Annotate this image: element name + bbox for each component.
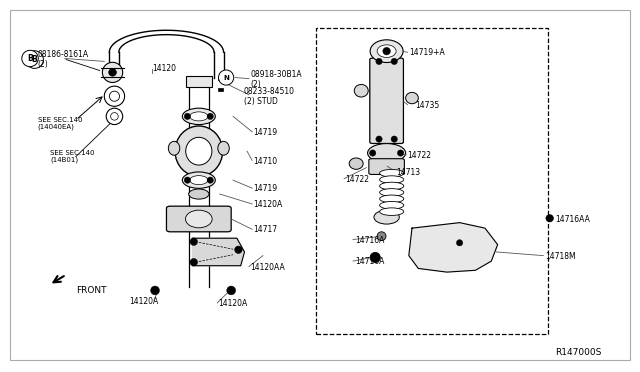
Text: 08918-30B1A
(2): 08918-30B1A (2) [250, 70, 302, 89]
Ellipse shape [189, 176, 208, 185]
Ellipse shape [218, 70, 234, 85]
Ellipse shape [182, 172, 215, 188]
Ellipse shape [380, 189, 404, 196]
Text: 14719+A: 14719+A [409, 48, 445, 57]
Ellipse shape [355, 84, 368, 97]
FancyBboxPatch shape [166, 206, 231, 232]
Ellipse shape [190, 259, 198, 266]
Ellipse shape [190, 238, 198, 246]
Ellipse shape [189, 189, 209, 199]
Polygon shape [409, 223, 498, 272]
Ellipse shape [380, 176, 404, 183]
Text: 14710: 14710 [253, 157, 278, 166]
Ellipse shape [391, 136, 397, 142]
Ellipse shape [369, 150, 376, 156]
Text: 14722: 14722 [408, 151, 431, 160]
Ellipse shape [349, 158, 363, 169]
Ellipse shape [104, 86, 125, 106]
Text: R147000S: R147000S [555, 348, 601, 357]
Ellipse shape [186, 137, 212, 165]
Ellipse shape [207, 177, 213, 183]
Ellipse shape [26, 51, 44, 68]
Bar [218, 88, 223, 91]
Ellipse shape [456, 240, 463, 246]
Ellipse shape [370, 40, 403, 62]
Ellipse shape [207, 113, 213, 119]
Ellipse shape [374, 210, 399, 224]
Ellipse shape [380, 195, 404, 203]
Ellipse shape [367, 144, 406, 163]
Ellipse shape [397, 150, 404, 156]
Ellipse shape [186, 210, 212, 228]
Text: 14120A: 14120A [218, 299, 248, 308]
Text: 14716A: 14716A [355, 257, 384, 266]
Text: 14120: 14120 [152, 64, 176, 73]
Ellipse shape [376, 136, 382, 142]
Text: 14718M: 14718M [545, 252, 576, 261]
Text: 14716AA: 14716AA [555, 215, 589, 224]
Ellipse shape [218, 141, 229, 155]
Ellipse shape [111, 113, 118, 120]
Ellipse shape [376, 58, 382, 65]
Text: B: B [31, 55, 37, 64]
Ellipse shape [370, 253, 380, 263]
Text: SEE SEC.140
(14B01): SEE SEC.140 (14B01) [51, 150, 95, 163]
Ellipse shape [168, 141, 180, 155]
Ellipse shape [227, 286, 236, 295]
Text: 08233-84510
(2) STUD: 08233-84510 (2) STUD [244, 87, 295, 106]
Ellipse shape [175, 126, 223, 176]
Ellipse shape [22, 50, 38, 67]
Text: 08186-8161A
(2): 08186-8161A (2) [38, 50, 89, 69]
Ellipse shape [383, 47, 390, 55]
Ellipse shape [184, 113, 191, 119]
Text: 14719: 14719 [253, 128, 278, 137]
Ellipse shape [546, 215, 554, 222]
FancyBboxPatch shape [370, 58, 403, 144]
Ellipse shape [377, 45, 396, 57]
Text: 14716A: 14716A [355, 236, 384, 245]
Text: N: N [223, 74, 229, 80]
Bar [218, 77, 223, 80]
Text: 14120A: 14120A [130, 297, 159, 306]
Text: 14722: 14722 [346, 175, 369, 184]
Text: B: B [27, 54, 33, 63]
Text: 14713: 14713 [396, 167, 420, 177]
Ellipse shape [391, 58, 397, 65]
Ellipse shape [109, 68, 116, 76]
FancyBboxPatch shape [186, 76, 211, 87]
Ellipse shape [150, 286, 159, 295]
Ellipse shape [189, 112, 208, 121]
Ellipse shape [380, 208, 404, 215]
Ellipse shape [102, 62, 123, 83]
Text: 14120AA: 14120AA [250, 263, 285, 272]
Text: SEE SEC.140
(14040EA): SEE SEC.140 (14040EA) [38, 117, 82, 131]
Text: 14717: 14717 [253, 225, 278, 234]
Text: 14120A: 14120A [253, 200, 283, 209]
Ellipse shape [109, 91, 120, 101]
Ellipse shape [235, 246, 242, 254]
Ellipse shape [184, 177, 191, 183]
Polygon shape [193, 238, 244, 266]
Text: 14719: 14719 [253, 185, 278, 193]
Ellipse shape [406, 92, 419, 104]
Bar [316, 28, 548, 334]
Text: 14735: 14735 [415, 101, 440, 110]
Ellipse shape [377, 232, 386, 241]
Ellipse shape [380, 202, 404, 209]
Ellipse shape [182, 108, 215, 125]
Ellipse shape [106, 108, 123, 125]
Ellipse shape [380, 182, 404, 190]
FancyBboxPatch shape [369, 159, 404, 174]
Text: FRONT: FRONT [76, 286, 106, 295]
Ellipse shape [380, 169, 404, 177]
